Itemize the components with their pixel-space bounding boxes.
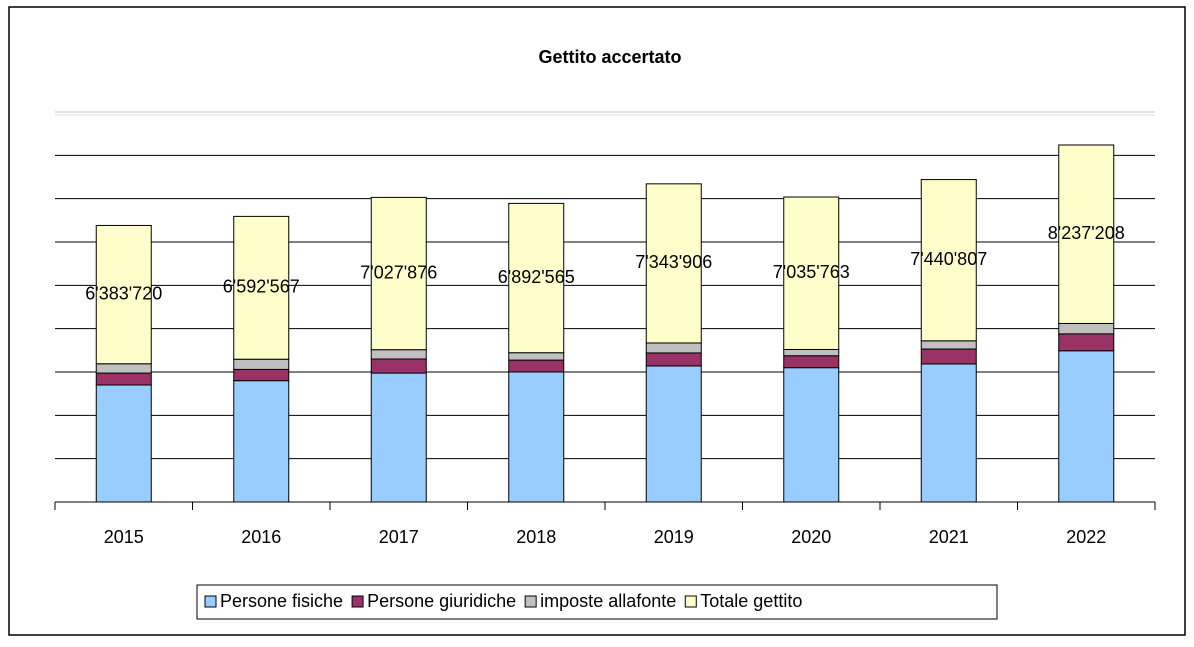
- data-label: 6'383'720: [85, 283, 162, 303]
- bar-segment: [370, 372, 427, 503]
- legend-label: Persone giuridiche: [367, 591, 516, 611]
- legend-swatch: [204, 595, 217, 608]
- bar-segment: [95, 224, 152, 365]
- bar-segment: [508, 371, 565, 503]
- bar-segment: [95, 384, 152, 503]
- x-tick-label: 2021: [929, 527, 969, 547]
- bar-segment: [1058, 333, 1115, 352]
- data-label: 7'035'763: [773, 262, 850, 282]
- legend-swatch: [351, 595, 364, 608]
- x-tick-label: 2017: [379, 527, 419, 547]
- x-tick-label: 2022: [1066, 527, 1106, 547]
- x-tick-label: 2019: [654, 527, 694, 547]
- bar-segment: [370, 358, 427, 374]
- bar-segment: [95, 363, 152, 374]
- bar-segment: [233, 215, 290, 360]
- bar-segment: [1058, 322, 1115, 335]
- chart-title: Gettito accertato: [538, 47, 681, 67]
- legend-swatch: [524, 595, 537, 608]
- bar-segment: [783, 348, 840, 357]
- bar-segment: [645, 352, 702, 367]
- legend-label: Persone fisiche: [220, 591, 343, 611]
- legend-label: imposte allafonte: [540, 591, 676, 611]
- legend-swatch: [684, 595, 697, 608]
- data-label: 6'592'567: [223, 277, 300, 297]
- bar-segment: [1058, 350, 1115, 503]
- x-tick-label: 2018: [516, 527, 556, 547]
- bar-segment: [95, 372, 152, 386]
- x-tick-label: 2016: [241, 527, 281, 547]
- bar-segment: [783, 196, 840, 350]
- bar-segment: [645, 183, 702, 344]
- bar-segment: [233, 368, 290, 382]
- data-label: 6'892'565: [498, 267, 575, 287]
- bar-segment: [783, 355, 840, 369]
- bar-segment: [233, 358, 290, 370]
- bar-segment: [233, 380, 290, 503]
- data-label: 7'343'906: [635, 252, 712, 272]
- x-tick-label: 2020: [791, 527, 831, 547]
- bar-segment: [1058, 144, 1115, 324]
- data-label: 7'440'807: [910, 249, 987, 269]
- bar-segment: [508, 359, 565, 373]
- bar-segment: [645, 365, 702, 503]
- bar-segment: [920, 340, 977, 350]
- bar-segment: [645, 342, 702, 354]
- x-tick-label: 2015: [104, 527, 144, 547]
- bar-segment: [920, 348, 977, 365]
- legend-label: Totale gettito: [700, 591, 802, 611]
- data-label: 8'237'208: [1048, 223, 1125, 243]
- bar-segment: [920, 363, 977, 503]
- bar-segment: [508, 202, 565, 354]
- bar-segment: [370, 349, 427, 360]
- bar-segment: [370, 196, 427, 351]
- data-label: 7'027'876: [360, 262, 437, 282]
- bar-segment: [783, 367, 840, 503]
- bar-segment: [508, 352, 565, 361]
- legend-box: [196, 584, 998, 620]
- chart-frame: [8, 6, 1186, 636]
- bar-segment: [920, 179, 977, 342]
